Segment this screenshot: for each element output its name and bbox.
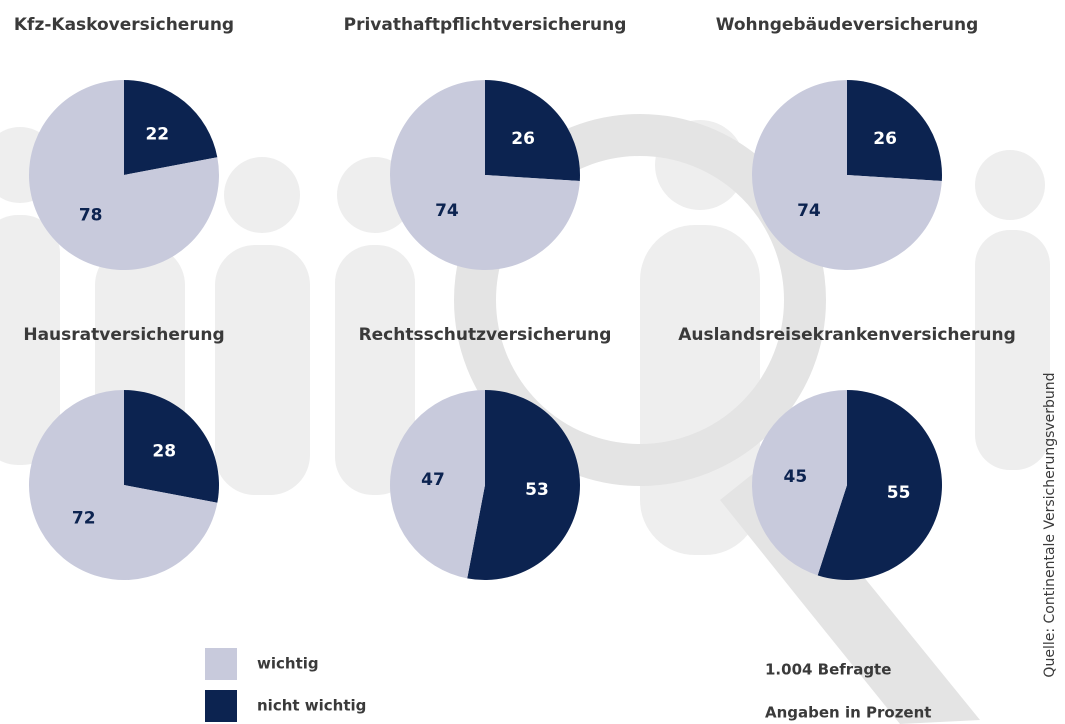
pie-slice xyxy=(124,390,220,503)
data-label: 47 xyxy=(421,470,445,490)
pie-slice xyxy=(752,80,942,270)
pie-slice xyxy=(485,80,581,181)
pie-slice xyxy=(817,390,942,580)
data-label: 28 xyxy=(152,442,176,462)
data-label: 53 xyxy=(525,480,549,500)
data-label: 78 xyxy=(79,205,103,225)
pie-title: Auslandsreisekrankenversicherung xyxy=(678,325,1016,345)
data-label: 72 xyxy=(72,508,96,528)
pie-title: Kfz-Kaskoversicherung xyxy=(14,15,234,35)
pie-slice xyxy=(390,390,485,579)
pie-slice xyxy=(28,80,220,270)
data-label: 22 xyxy=(145,125,169,145)
pie-slice xyxy=(29,390,218,580)
pie-title: Privathaftpflichtversicherung xyxy=(344,15,627,35)
pie-slice xyxy=(847,80,942,181)
data-label: 55 xyxy=(887,483,911,503)
pie-title: Hausratversicherung xyxy=(23,325,224,345)
legend-swatch xyxy=(205,690,237,722)
data-label: 45 xyxy=(784,467,808,487)
source: Quelle: Continentale Versicherungsverbun… xyxy=(1042,372,1058,677)
pie-title: Rechtsschutzversicherung xyxy=(359,325,612,345)
legend-label: wichtig xyxy=(257,655,319,673)
pie-slice xyxy=(752,390,847,576)
pie-slice xyxy=(390,80,580,270)
pie-title: Wohngebäudeversicherung xyxy=(716,15,979,35)
data-label: 74 xyxy=(797,201,821,221)
legend-label: nicht wichtig xyxy=(257,697,366,715)
data-label: 26 xyxy=(873,129,897,149)
pie-slice xyxy=(124,80,218,175)
note: Angaben in Prozent xyxy=(765,704,931,722)
pie-slice xyxy=(467,390,581,580)
data-label: 74 xyxy=(435,201,459,221)
note: 1.004 Befragte xyxy=(765,661,891,679)
data-label: 26 xyxy=(511,129,535,149)
legend-swatch xyxy=(205,648,237,680)
